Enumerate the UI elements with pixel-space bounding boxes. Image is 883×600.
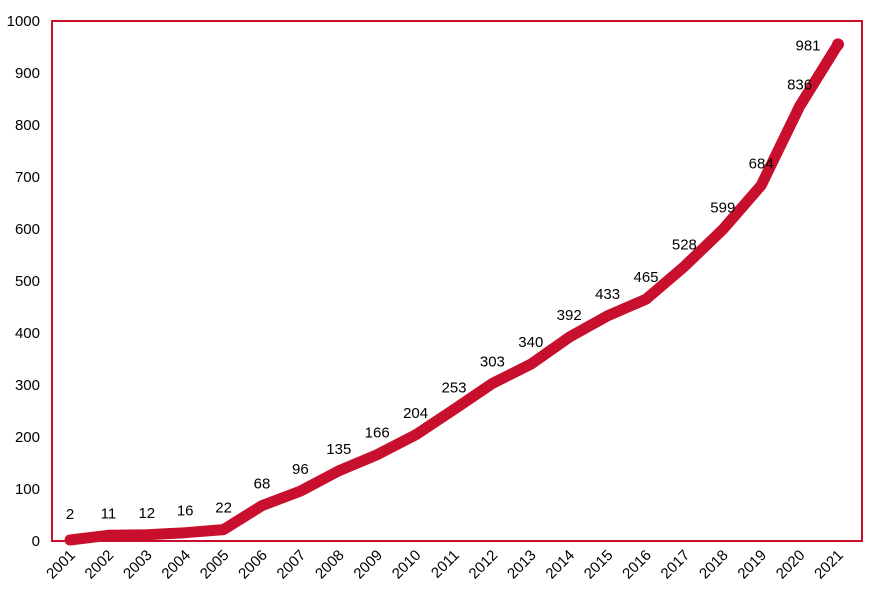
x-tick-label: 2001	[43, 547, 79, 583]
y-tick-label: 400	[15, 325, 40, 342]
data-label: 16	[177, 503, 194, 520]
y-tick-label: 600	[15, 221, 40, 238]
data-label: 11	[101, 505, 117, 522]
series-end-point	[832, 38, 844, 51]
data-label: 465	[633, 269, 658, 286]
data-label: 528	[672, 236, 697, 253]
y-tick-label: 700	[15, 169, 40, 186]
x-tick-label: 2005	[197, 547, 233, 583]
x-tick-label: 2004	[158, 547, 194, 583]
data-labels: 2 11 12 16 22 68 96 135 166 204 253 303 340 392 433 465…	[66, 37, 821, 523]
data-label: 22	[215, 500, 232, 517]
y-tick-label: 200	[15, 429, 40, 446]
x-tick-label: 2019	[734, 547, 770, 583]
data-label: 340	[518, 334, 543, 351]
x-tick-label: 2012	[466, 547, 502, 583]
data-label: 684	[749, 155, 774, 172]
data-label: 303	[480, 353, 505, 370]
y-tick-label: 300	[15, 377, 40, 394]
data-label: 96	[292, 461, 309, 478]
x-axis-ticks: 2001 2002 2003 2004 2005 2006 2007 2008 2009 2010…	[43, 547, 847, 583]
data-label: 433	[595, 286, 620, 303]
data-label: 204	[403, 405, 428, 422]
data-label: 68	[254, 476, 271, 493]
x-tick-label: 2007	[274, 547, 310, 583]
x-tick-label: 2017	[658, 547, 694, 583]
x-tick-label: 2002	[82, 547, 118, 583]
data-label: 836	[787, 76, 812, 93]
data-label: 2	[66, 506, 74, 523]
y-tick-label: 100	[15, 481, 40, 498]
series-line	[64, 38, 844, 546]
y-tick-label: 800	[15, 117, 40, 134]
plot-area-frame	[51, 20, 863, 542]
data-label: 135	[326, 441, 351, 458]
x-tick-label: 2010	[389, 547, 425, 583]
x-tick-label: 2014	[542, 547, 578, 583]
y-tick-label: 0	[32, 533, 40, 550]
data-label: 166	[365, 425, 390, 442]
data-label: 392	[557, 307, 582, 324]
x-tick-label: 2020	[773, 547, 809, 583]
data-label: 12	[138, 505, 155, 522]
y-axis-ticks: 0 100 200 300 400 500 600 700 800 900 1000	[7, 13, 40, 550]
x-tick-label: 2008	[312, 547, 348, 583]
data-label: 253	[441, 379, 466, 396]
data-label: 981	[795, 37, 820, 54]
y-tick-label: 900	[15, 65, 40, 82]
x-tick-label: 2009	[350, 547, 386, 583]
x-tick-label: 2021	[811, 547, 847, 583]
data-label: 599	[710, 200, 735, 217]
x-tick-label: 2016	[619, 547, 655, 583]
y-tick-label: 500	[15, 273, 40, 290]
x-tick-label: 2018	[696, 547, 732, 583]
x-tick-label: 2011	[428, 547, 463, 582]
y-tick-label: 1000	[7, 13, 40, 30]
x-tick-label: 2013	[504, 547, 540, 583]
x-tick-label: 2006	[235, 547, 271, 583]
x-tick-label: 2003	[120, 547, 156, 583]
x-tick-label: 2015	[581, 547, 617, 583]
